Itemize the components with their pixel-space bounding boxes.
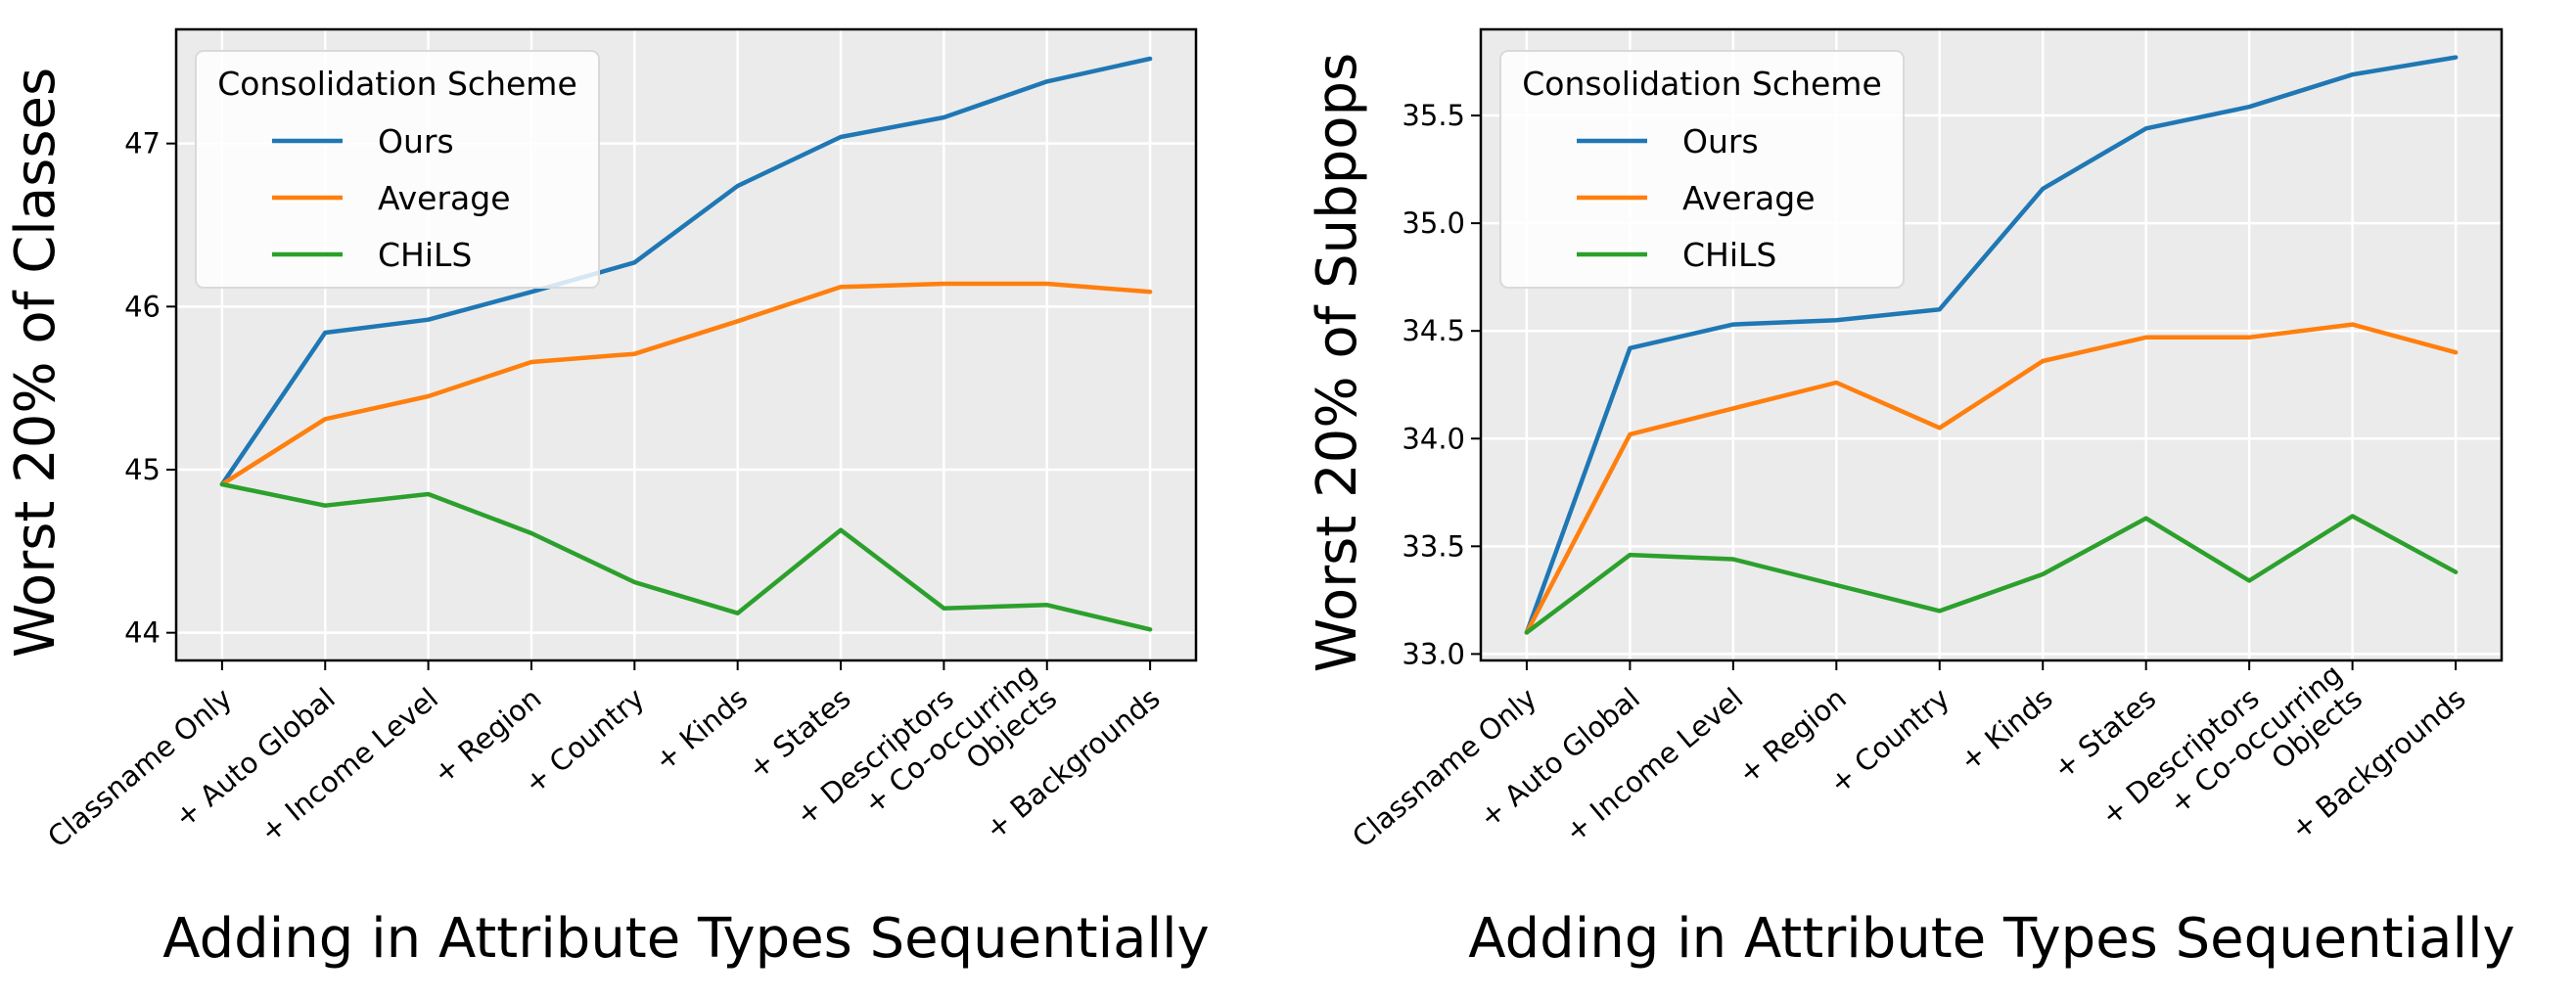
legend-box: [1499, 50, 1905, 289]
series-line-chils: [219, 481, 1153, 632]
x-tick-label: + Income Level: [1558, 681, 1749, 848]
y-tick-label: 45: [124, 453, 161, 486]
y-tick-label: 34.5: [1402, 314, 1465, 347]
legend: Consolidation Scheme Ours Average CHiLS: [195, 50, 600, 289]
y-tick-label: 35.5: [1402, 99, 1465, 132]
legend-label-ours: Ours: [378, 122, 454, 160]
legend-label-chils: CHiLS: [1682, 236, 1776, 274]
legend: Consolidation Scheme Ours Average CHiLS: [1499, 50, 1905, 289]
x-tick-label: + Income Level: [253, 681, 444, 848]
legend-label-average: Average: [378, 179, 511, 217]
y-tick-label: 46: [124, 290, 161, 323]
y-tick-label: 34.0: [1402, 422, 1465, 455]
y-axis-title: Worst 20% of Subpops: [1306, 53, 1369, 672]
x-tick-label: Classname Only: [41, 681, 238, 854]
legend-label-chils: CHiLS: [378, 236, 472, 274]
series-line-chils: [1524, 514, 2459, 635]
x-tick-label: Classname Only: [1346, 681, 1542, 854]
x-axis-title: Adding in Attribute Types Sequentially: [1468, 907, 2514, 971]
series-line-average: [219, 281, 1153, 487]
legend-box: [195, 50, 600, 289]
x-tick-label: + Kinds: [1954, 681, 2059, 777]
series-line-ours: [1524, 55, 2459, 635]
series-line-ours: [219, 56, 1153, 487]
legend-label-average: Average: [1682, 179, 1816, 217]
legend-title: Consolidation Scheme: [217, 65, 577, 103]
legend-label-ours: Ours: [1682, 122, 1759, 160]
axes-frame: [174, 27, 1198, 662]
x-tick-label: + Kinds: [648, 681, 754, 777]
axes-frame: [1479, 27, 2504, 662]
y-tick-label: 33.0: [1402, 637, 1465, 670]
series-line-average: [1524, 322, 2459, 635]
x-axis-title: Adding in Attribute Types Sequentially: [162, 907, 1209, 971]
y-tick-label: 44: [124, 616, 161, 650]
y-tick-label: 47: [124, 127, 161, 160]
y-tick-label: 33.5: [1402, 529, 1465, 563]
y-axis-title: Worst 20% of Classes: [4, 68, 68, 658]
y-tick-label: 35.0: [1402, 206, 1465, 240]
legend-title: Consolidation Scheme: [1522, 65, 1882, 103]
